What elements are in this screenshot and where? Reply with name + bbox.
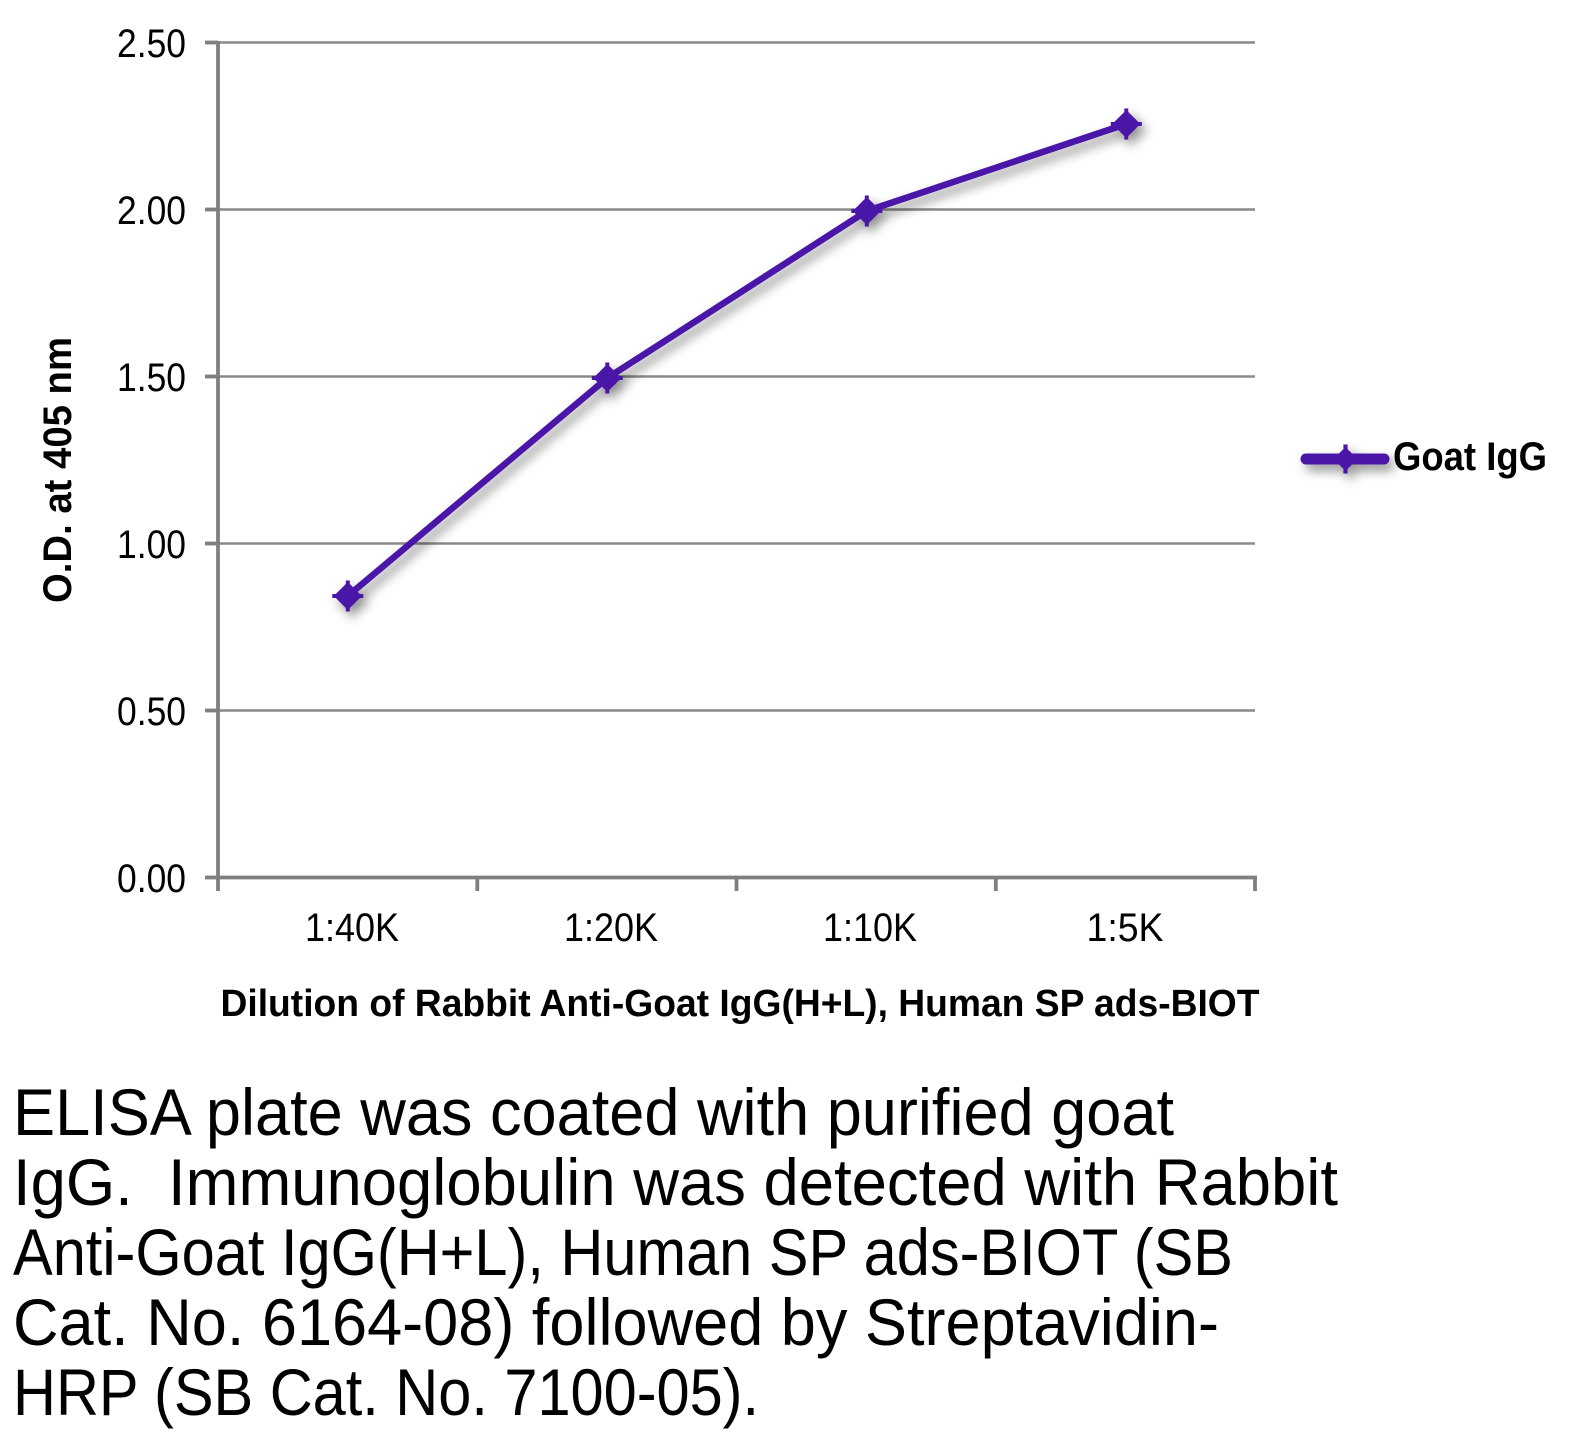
svg-text:Cat. No. 6164-08) followed by: Cat. No. 6164-08) followed by Streptavid… [13,1285,1219,1359]
svg-text:1.50: 1.50 [117,356,186,400]
svg-text:O.D. at 405 nm: O.D. at 405 nm [36,337,80,603]
svg-text:Dilution of Rabbit Anti-Goat I: Dilution of Rabbit Anti-Goat IgG(H+L), H… [221,983,1260,1025]
svg-text:0.00: 0.00 [117,857,186,901]
svg-text:1.00: 1.00 [117,523,186,567]
svg-text:1:10K: 1:10K [823,906,917,950]
svg-text:2.50: 2.50 [117,22,186,66]
svg-text:IgG. Immunoglobulin was detec: IgG. Immunoglobulin was detected with Ra… [13,1145,1338,1219]
svg-text:1:40K: 1:40K [305,906,399,950]
svg-text:2.00: 2.00 [117,189,186,233]
svg-text:HRP (SB Cat. No. 7100-05).: HRP (SB Cat. No. 7100-05). [13,1355,759,1429]
svg-text:Goat IgG: Goat IgG [1393,435,1547,479]
svg-text:1:5K: 1:5K [1087,906,1164,950]
svg-text:Anti-Goat IgG(H+L), Human SP a: Anti-Goat IgG(H+L), Human SP ads-BIOT (S… [13,1215,1233,1289]
svg-text:0.50: 0.50 [117,690,186,734]
svg-text:1:20K: 1:20K [564,906,658,950]
svg-text:ELISA plate was coated with pu: ELISA plate was coated with purified goa… [13,1075,1174,1149]
